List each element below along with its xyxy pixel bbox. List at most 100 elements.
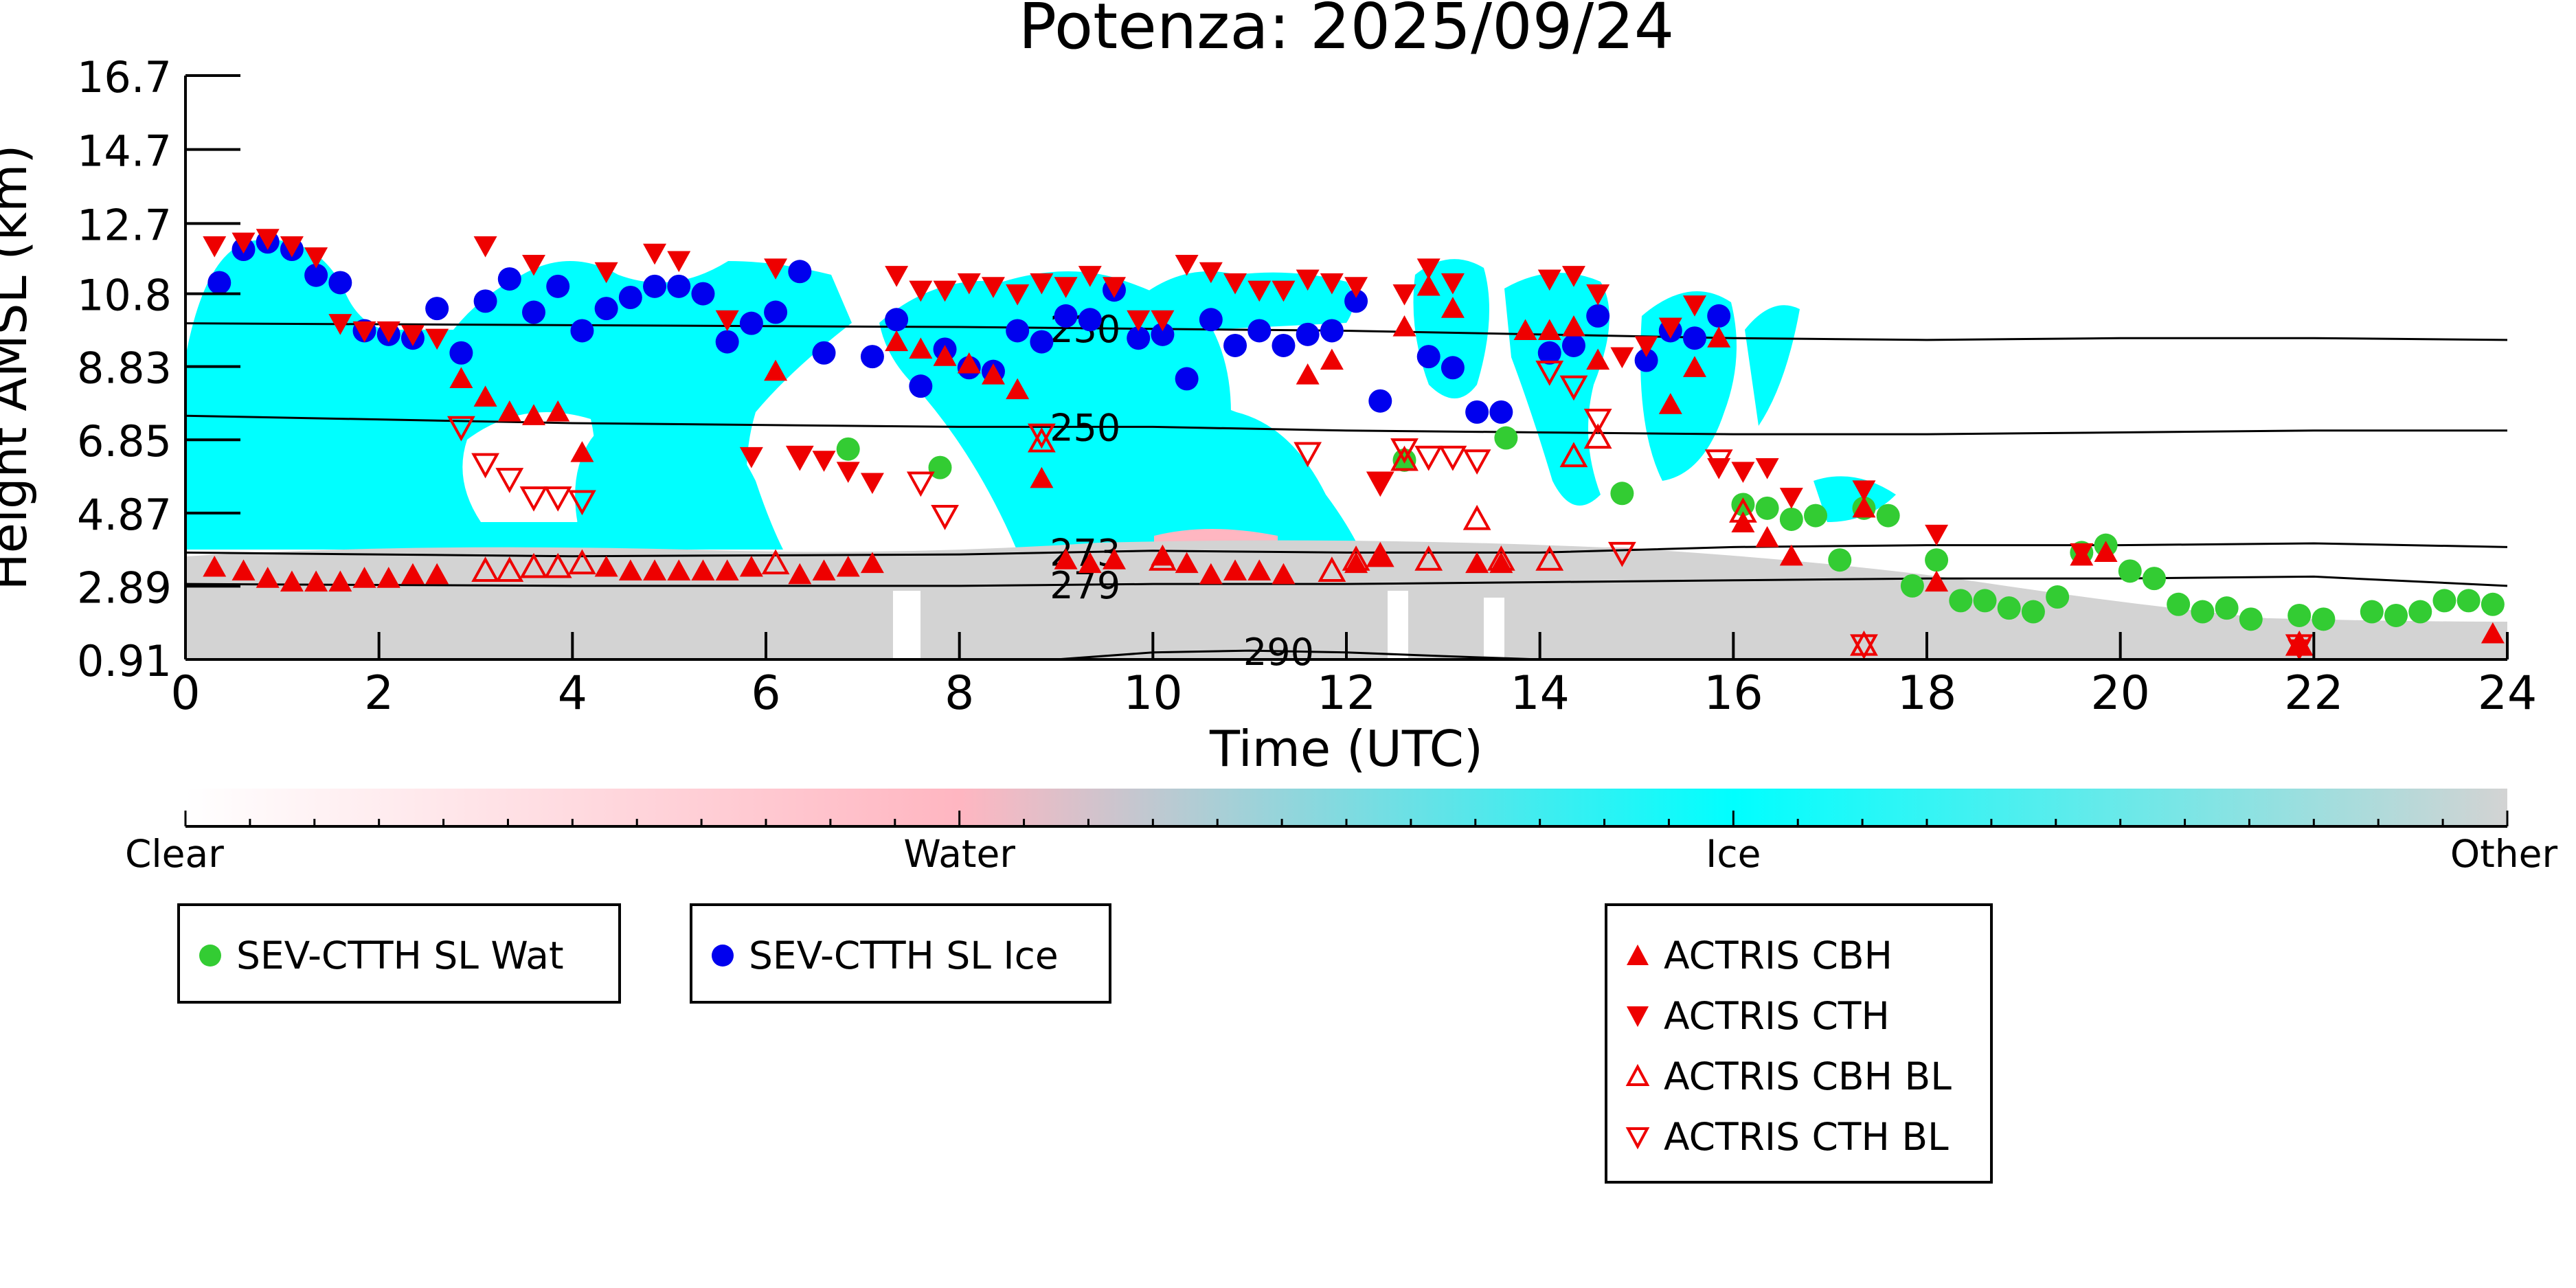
sev-ctth-sl-wat-point [2287, 603, 2312, 627]
x-tick-label: 12 [1317, 666, 1377, 721]
actris-cbh-point [203, 555, 227, 577]
actris-cbh-point [1537, 319, 1561, 341]
legend-label: ACTRIS CBH BL [1664, 1054, 1952, 1098]
sev-ctth-sl-ice-point [764, 300, 788, 324]
actris-cbh-point [1755, 526, 1779, 547]
x-tick-label: 2 [364, 666, 394, 721]
actris-cth-point [1127, 310, 1151, 332]
legend-item: ACTRIS CBH BL [1624, 1054, 1952, 1098]
actris-cbh-bl-point [1583, 423, 1612, 449]
actris-cbh-point [860, 552, 884, 574]
actris-cth-point [836, 462, 860, 483]
actris-cbh-point [1175, 552, 1199, 574]
sev-ctth-sl-ice-point [1368, 389, 1392, 413]
contour-line-250 [185, 414, 2507, 436]
sev-ctth-sl-wat-point [1494, 426, 1518, 450]
y-tick-label: 4.87 [77, 490, 172, 540]
actris-cbh-point [1707, 326, 1731, 348]
actris-cth-bl-point [543, 486, 572, 512]
x-tick-label: 10 [1123, 666, 1183, 721]
x-tick-label: 22 [2284, 666, 2344, 721]
sev-ctth-sl-wat-point [1876, 504, 1900, 528]
actris-cbh-point [256, 567, 280, 588]
actris-cbh-bl-point [471, 556, 499, 582]
x-tick-label: 0 [170, 666, 200, 721]
actris-cth-point [1223, 273, 1247, 295]
sev-ctth-sl-wat-point [1900, 574, 1924, 598]
actris-cbh-point [1344, 552, 1368, 574]
actris-cbh-point [594, 555, 618, 577]
colorbar-label: Other [2450, 832, 2558, 876]
actris-cth-bl-point [1414, 445, 1443, 471]
sev-ctth-sl-wat-point [928, 455, 952, 479]
sev-ctth-sl-wat-point [1949, 589, 1973, 613]
sev-ctth-sl-wat-point [2408, 600, 2432, 624]
actris-cth-point [203, 236, 227, 258]
sev-ctth-sl-ice-point [1537, 341, 1561, 365]
actris-cbh-point [1513, 319, 1537, 341]
sev-ctth-sl-ice-point [497, 267, 521, 291]
actris-cbh-point [1030, 466, 1054, 488]
actris-cth-point [643, 243, 667, 265]
red-triangle-down-icon [1627, 1006, 1649, 1027]
sev-ctth-sl-ice-point [1707, 304, 1731, 328]
sev-ctth-sl-ice-point [1683, 326, 1706, 350]
actris-cbh-point [304, 570, 328, 592]
actris-cth-point [1561, 266, 1585, 287]
sev-ctth-sl-ice-point [1199, 308, 1223, 332]
actris-cth-point [667, 251, 691, 273]
actris-cth-bl-point [1027, 423, 1056, 449]
actris-cbh-bl-point [1027, 427, 1056, 453]
actris-cth-point [1320, 273, 1344, 295]
contour-line-290 [1056, 649, 1540, 661]
sev-ctth-sl-ice-point [643, 274, 667, 298]
sev-ctth-sl-wat-point [2215, 596, 2239, 620]
actris-cbh-point [2094, 541, 2118, 563]
clear-gap [1388, 591, 1408, 659]
actris-cth-point [376, 321, 400, 343]
sev-ctth-sl-wat-point [2384, 603, 2408, 627]
actris-cbh-bl-point [495, 556, 524, 582]
contour-line-279 [185, 575, 2508, 587]
actris-cbh-point [1368, 544, 1392, 566]
legend-label: ACTRIS CTH [1664, 994, 1890, 1038]
sev-ctth-sl-ice-point [473, 289, 497, 313]
colorbar-label: Water [903, 832, 1015, 876]
actris-cbh-point [376, 567, 400, 588]
actris-cth-point [1296, 269, 1320, 291]
contour-label: 290 [1243, 631, 1314, 674]
actris-cth-point [1537, 269, 1561, 291]
actris-cbh-point [546, 400, 570, 422]
clear-gap [1484, 598, 1504, 659]
actris-cbh-bl-point [1559, 442, 1588, 468]
actris-cbh-point [885, 330, 909, 352]
ice-cloud-region [1745, 305, 1800, 426]
actris-cbh-point [328, 570, 352, 592]
actris-cbh-point [618, 559, 642, 580]
actris-cth-point [1078, 266, 1102, 287]
sev-ctth-sl-ice-point [1416, 345, 1440, 369]
sev-ctth-sl-ice-point [425, 297, 449, 321]
actris-cth-bl-point [1462, 449, 1491, 475]
actris-cbh-point [1054, 548, 1078, 569]
sev-ctth-sl-wat-point [2360, 600, 2384, 624]
actris-cth-point [473, 236, 497, 258]
legend-sev-wat: SEV-CTTH SL Wat [177, 903, 621, 1004]
actris-cth-point [594, 262, 618, 284]
sev-ctth-sl-ice-point [1175, 367, 1199, 391]
actris-cbh-bl-point [1342, 545, 1370, 571]
y-tick-label: 12.7 [77, 200, 172, 250]
actris-cbh-point [1925, 570, 1949, 592]
actris-cth-bl-point [1704, 449, 1733, 475]
actris-cth-point [1779, 488, 1803, 509]
actris-cth-bl-point [1559, 375, 1588, 401]
actris-cbh-bl-point [1729, 497, 1757, 523]
actris-cth-bl-point [1390, 438, 1419, 464]
actris-cbh-point [1658, 393, 1682, 414]
red-triangle-up-outline-icon [1625, 1063, 1650, 1086]
actris-cbh-point [280, 570, 304, 592]
actris-cth-point [522, 254, 545, 276]
actris-cth-point [1925, 524, 1949, 546]
actris-cth-point [1852, 480, 1876, 501]
actris-cbh-point [473, 385, 497, 407]
